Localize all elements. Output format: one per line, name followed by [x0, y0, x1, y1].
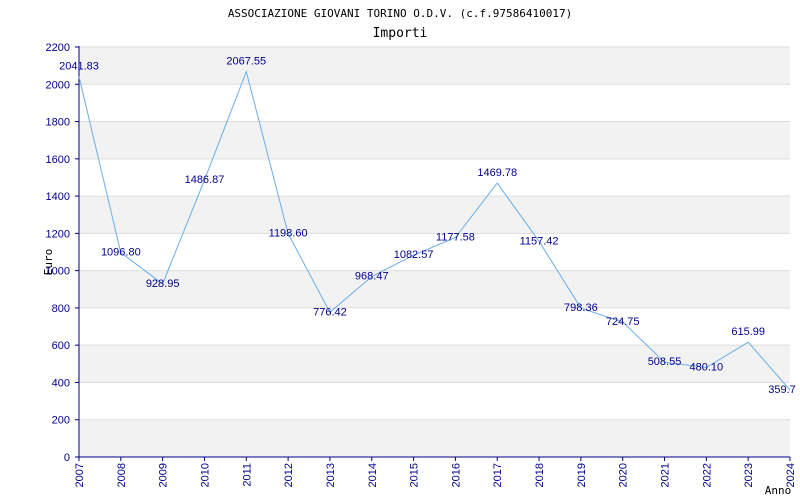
- data-label: 2041.83: [59, 60, 99, 72]
- data-label: 359.7: [768, 384, 796, 396]
- y-tick-label: 0: [64, 452, 70, 464]
- axes: [78, 46, 790, 458]
- grid-band: [79, 270, 790, 308]
- y-tick-label: 1400: [46, 191, 70, 203]
- data-label: 798.36: [564, 302, 598, 314]
- chart-subtitle: Importi: [373, 26, 428, 41]
- data-label: 776.42: [313, 306, 347, 318]
- grid-lines: [79, 46, 790, 421]
- x-tick-label: 2022: [701, 463, 713, 487]
- x-tick-label: 2012: [283, 463, 295, 487]
- y-tick-label: 600: [52, 340, 70, 352]
- x-tick-label: 2021: [660, 463, 672, 487]
- y-axis-label: Euro: [42, 249, 55, 276]
- data-label: 2067.55: [226, 56, 266, 68]
- x-tick-label: 2024: [785, 463, 797, 487]
- grid-band: [79, 196, 790, 234]
- x-tick-label: 2010: [199, 463, 211, 487]
- series-line: [78, 70, 791, 391]
- data-label: 480.10: [690, 362, 724, 374]
- x-tick-label: 2014: [367, 463, 379, 487]
- data-labels: 2041.83 1096.80 928.95 1486.87 2067.55 1198.6…: [59, 56, 796, 396]
- x-tick-label: 2017: [492, 463, 504, 487]
- y-tick-label: 2200: [46, 42, 70, 54]
- grid-band: [79, 47, 790, 85]
- x-tick-label: 2008: [116, 463, 128, 487]
- y-tick-label: 1000: [46, 266, 70, 278]
- x-tick-label: 2015: [409, 463, 421, 487]
- x-tick-label: 2009: [158, 463, 170, 487]
- data-label: 724.75: [606, 316, 640, 328]
- y-tick-label: 800: [52, 303, 70, 315]
- x-tick-label: 2016: [450, 463, 462, 487]
- data-label: 1469.78: [477, 167, 517, 179]
- y-tick-label: 1800: [46, 117, 70, 129]
- x-tick-label: 2011: [241, 463, 253, 487]
- x-tick-label: 2019: [576, 463, 588, 487]
- x-axis-label: Anno: [765, 484, 792, 497]
- y-tick-label: 400: [52, 377, 70, 389]
- data-label: 1486.87: [185, 174, 225, 186]
- data-label: 508.55: [648, 356, 682, 368]
- x-tick-label: 2020: [618, 463, 630, 487]
- x-tick-label: 2023: [743, 463, 755, 487]
- chart-title: ASSOCIAZIONE GIOVANI TORINO O.D.V. (c.f.…: [228, 7, 572, 20]
- y-tick-labels: 0 200 400 600 800 1000 1200 1400 1600 1800 2000 220…: [46, 42, 79, 464]
- x-tick-label: 2007: [74, 463, 86, 487]
- x-tick-label: 2013: [325, 463, 337, 487]
- data-label: 615.99: [731, 326, 765, 338]
- data-label: 1096.80: [101, 247, 141, 259]
- y-tick-label: 2000: [46, 79, 70, 91]
- x-tick-label: 2018: [534, 463, 546, 487]
- data-label: 1177.58: [436, 232, 475, 244]
- x-tick-labels: 2007 2008 2009 2010 2011 2012 2013 2014 2015 2016…: [74, 457, 797, 487]
- data-label: 1157.42: [520, 235, 559, 247]
- y-tick-label: 200: [52, 415, 70, 427]
- data-label: 1198.60: [269, 228, 308, 240]
- y-tick-label: 1600: [46, 154, 70, 166]
- data-label: 1082.57: [394, 249, 434, 261]
- y-tick-label: 1200: [46, 228, 70, 240]
- grid-band: [79, 419, 790, 457]
- data-label: 968.47: [355, 271, 389, 283]
- grid-band: [79, 345, 790, 383]
- grid-bands: [79, 47, 790, 457]
- grid-band: [79, 121, 790, 159]
- data-label: 928.95: [146, 278, 180, 290]
